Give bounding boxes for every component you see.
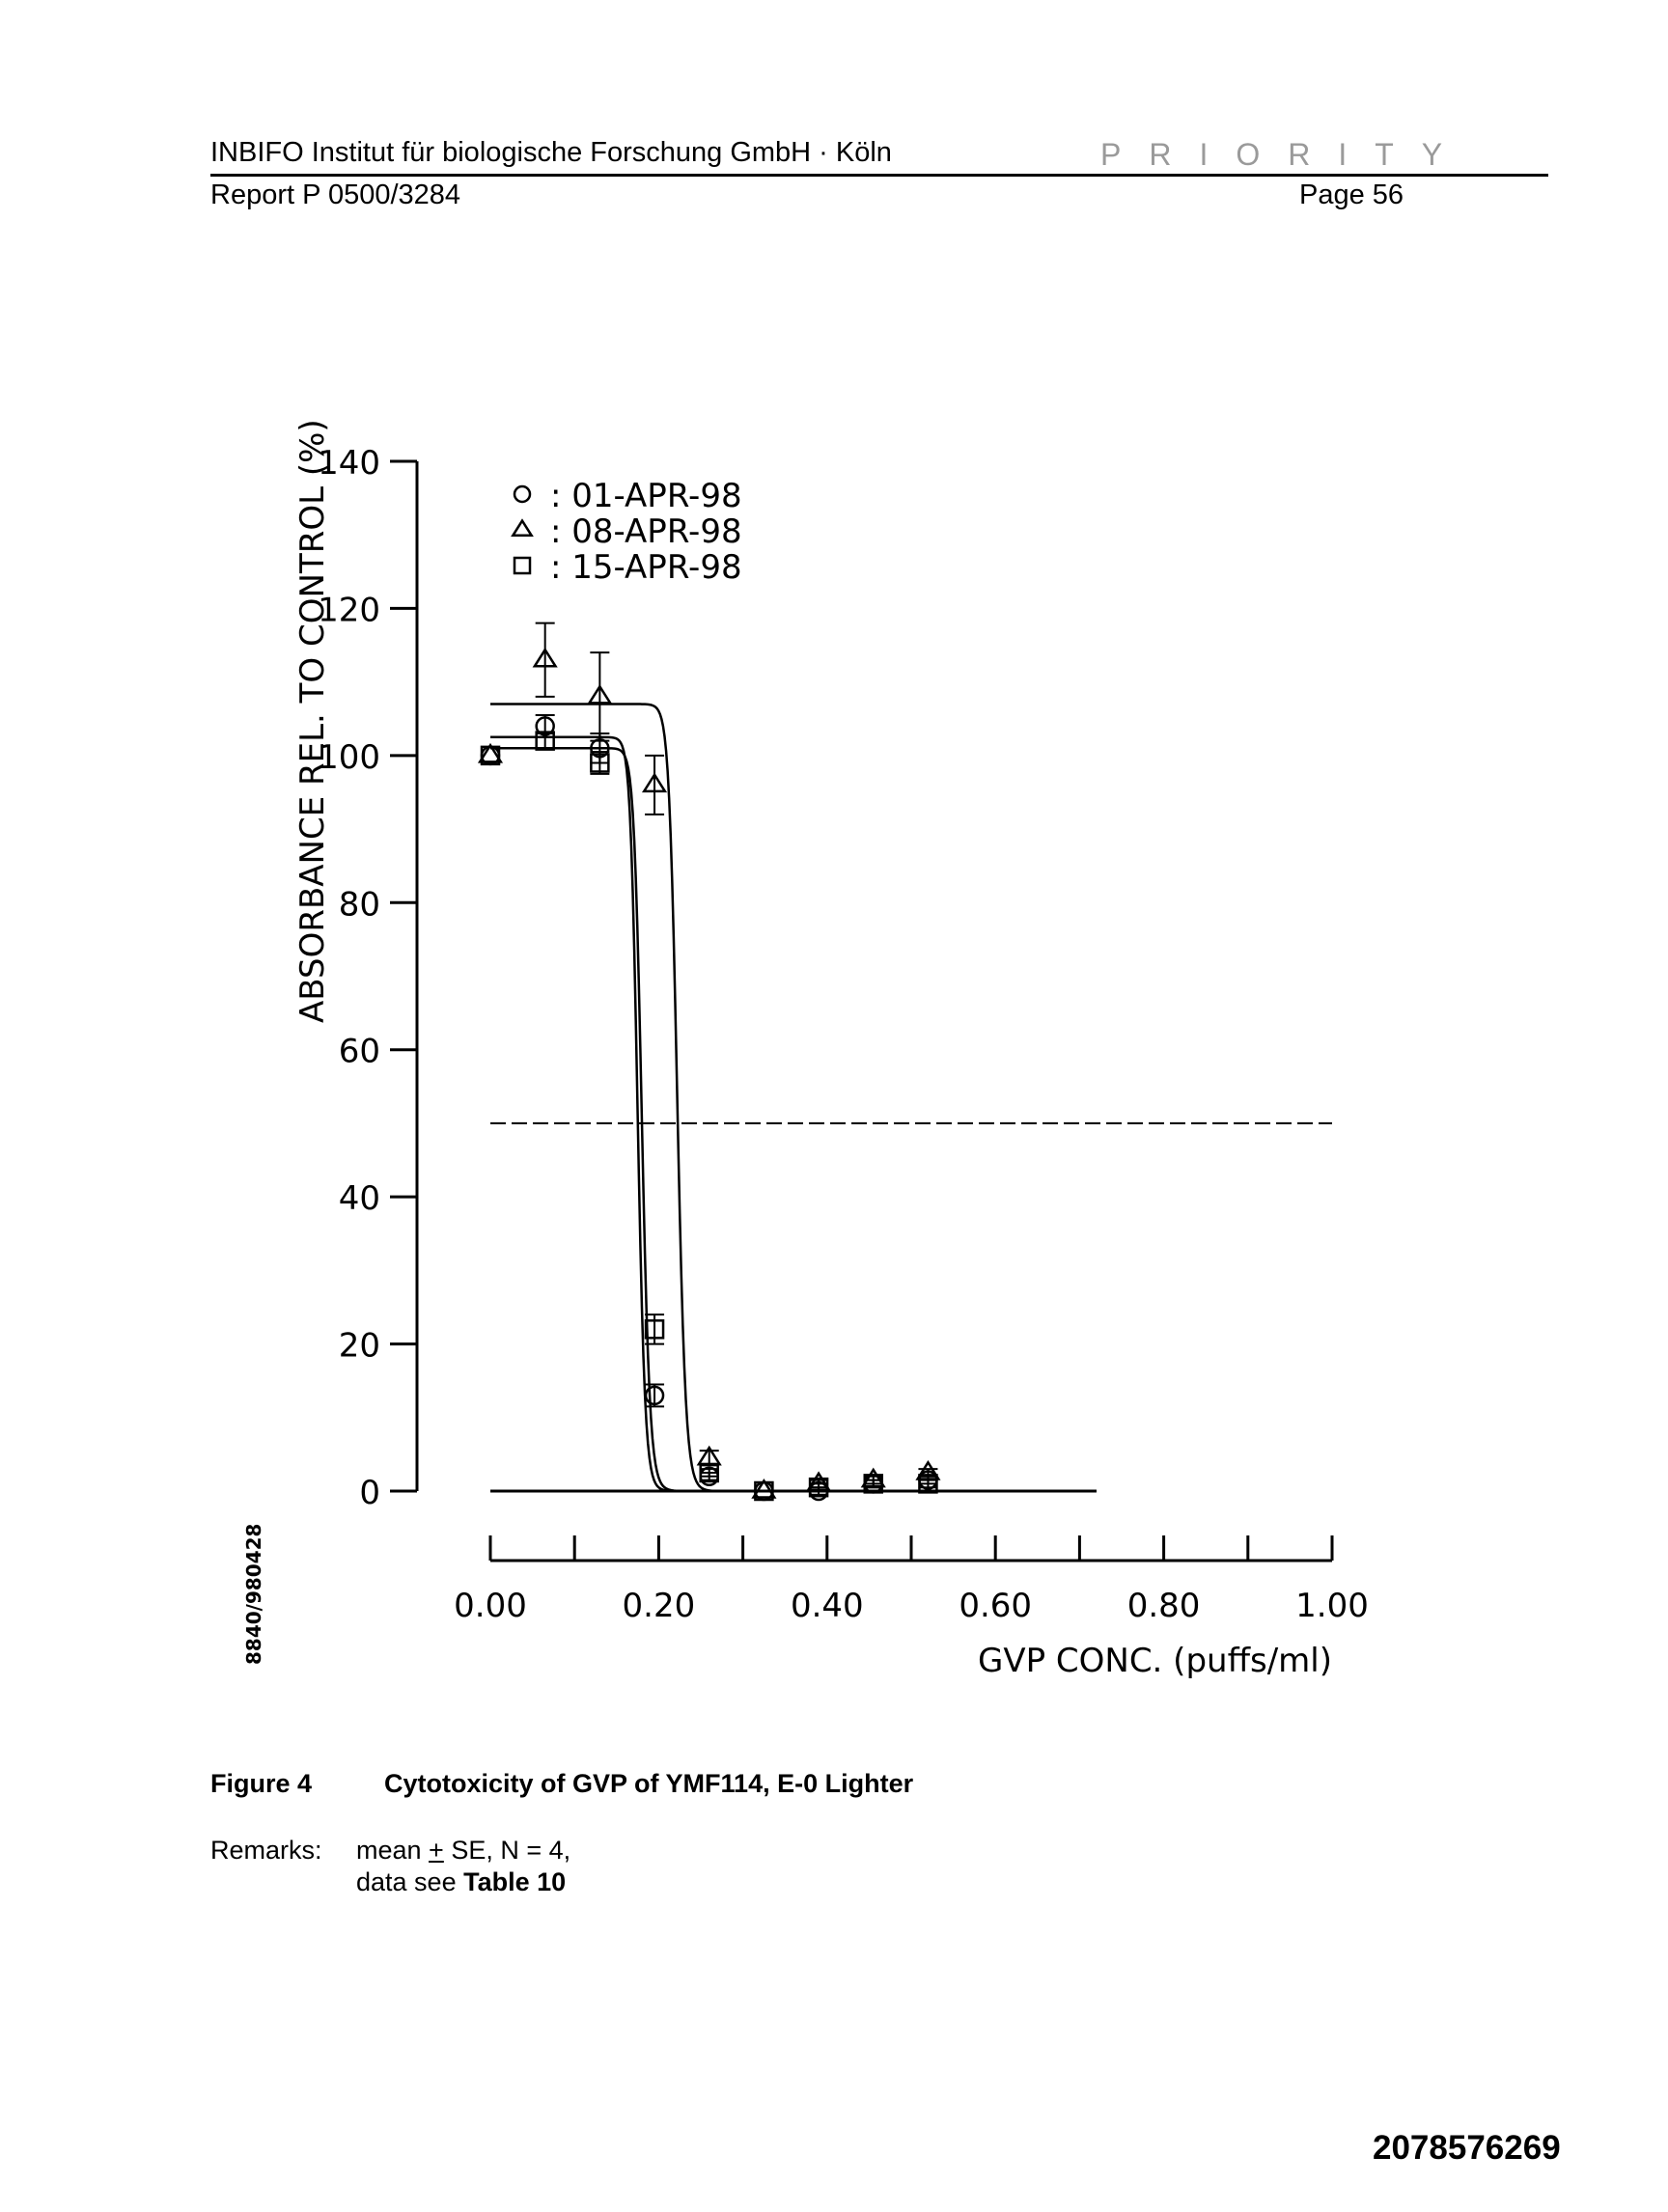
x-tick-label: 0.00 — [454, 1587, 527, 1625]
x-tick-label: 0.80 — [1127, 1587, 1201, 1625]
data-point-triangle — [641, 772, 668, 793]
legend-separator: : — [550, 477, 571, 515]
legend-separator: : — [550, 548, 571, 587]
remarks-data-see: data see — [356, 1867, 464, 1896]
y-axis: 0 20 40 60 80 100 120 140 — [318, 444, 419, 1512]
y-tick-label: 60 — [339, 1033, 380, 1071]
data-point-square — [918, 1474, 938, 1494]
document-number: 2078576269 — [1373, 2129, 1561, 2167]
x-tick-label: 1.00 — [1295, 1587, 1369, 1625]
remarks-label: Remarks: — [210, 1836, 322, 1865]
data-point-triangle — [915, 1460, 941, 1480]
legend-marker-triangle — [511, 518, 534, 538]
legend-marker-circle — [513, 484, 532, 504]
remarks-table-ref: Table 10 — [463, 1867, 567, 1896]
side-code: 8840/980428 — [242, 1524, 265, 1665]
figure-title: Cytotoxicity of GVP of YMF114, E-0 Light… — [384, 1769, 914, 1798]
remarks-mean: mean — [356, 1836, 430, 1865]
data-point-square — [754, 1480, 774, 1502]
data-point-square — [644, 1319, 665, 1340]
y-tick-label: 20 — [339, 1327, 380, 1366]
data-point-square — [480, 745, 501, 766]
data-point-square — [590, 753, 610, 773]
x-tick-label: 0.60 — [959, 1587, 1032, 1625]
x-tick-label: 0.40 — [791, 1587, 864, 1625]
y-tick-label: 80 — [339, 885, 380, 924]
legend-series-name: 15-APR-98 — [571, 548, 741, 587]
legend-label: : 01-APR-98 — [550, 477, 742, 515]
x-axis-label: GVP CONC. (puffs/ml) — [978, 1642, 1332, 1680]
fit-curve-square — [490, 746, 1097, 1493]
data-point-square — [535, 731, 555, 751]
legend-marker-square — [513, 556, 532, 575]
header-rule — [210, 174, 1548, 177]
y-tick-label: 140 — [318, 444, 380, 483]
data-point-triangle — [532, 647, 558, 668]
fit-curves — [490, 703, 1097, 1493]
fit-curve-triangle — [490, 703, 1097, 1493]
data-point-square — [863, 1474, 884, 1494]
y-tick-label: 120 — [318, 591, 380, 629]
data-point-square — [808, 1477, 829, 1498]
data-point-triangle — [587, 683, 613, 705]
plus-minus-sign: + — [429, 1836, 444, 1865]
legend-series-name: 08-APR-98 — [571, 512, 741, 551]
report-number: Report P 0500/3284 — [210, 180, 461, 210]
y-axis-label: ABSORBANCE REL. TO CONTROL (%) — [293, 419, 332, 1023]
data-points — [477, 622, 941, 1502]
data-point-triangle — [477, 742, 504, 763]
fit-curve-circle — [490, 735, 1097, 1493]
x-axis: 0.00 0.20 0.40 0.60 0.80 1.00 — [454, 1535, 1369, 1625]
y-tick-label: 100 — [318, 738, 380, 777]
y-tick-label: 0 — [359, 1474, 380, 1512]
header-institute: INBIFO Institut für biologische Forschun… — [210, 137, 892, 168]
remarks-se: SE, N = 4, — [443, 1836, 571, 1865]
legend: : 01-APR-98: 08-APR-98: 15-APR-98 — [511, 477, 742, 587]
remarks-line-2: data see Table 10 — [356, 1867, 566, 1897]
data-point-triangle — [751, 1479, 777, 1499]
legend-series-name: 01-APR-98 — [571, 477, 741, 515]
legend-separator: : — [550, 512, 571, 551]
y-tick-label: 40 — [339, 1179, 380, 1218]
x-tick-label: 0.20 — [623, 1587, 696, 1625]
data-point-square — [699, 1462, 719, 1483]
data-point-circle — [644, 1385, 665, 1406]
legend-label: : 08-APR-98 — [550, 512, 742, 551]
figure-number: Figure 4 — [210, 1769, 313, 1798]
page-number: Page 56 — [1299, 180, 1404, 210]
priority-stamp: PRIORITY — [1100, 137, 1471, 172]
legend-label: : 15-APR-98 — [550, 548, 742, 587]
remarks-line-1: mean + SE, N = 4, — [356, 1836, 570, 1866]
